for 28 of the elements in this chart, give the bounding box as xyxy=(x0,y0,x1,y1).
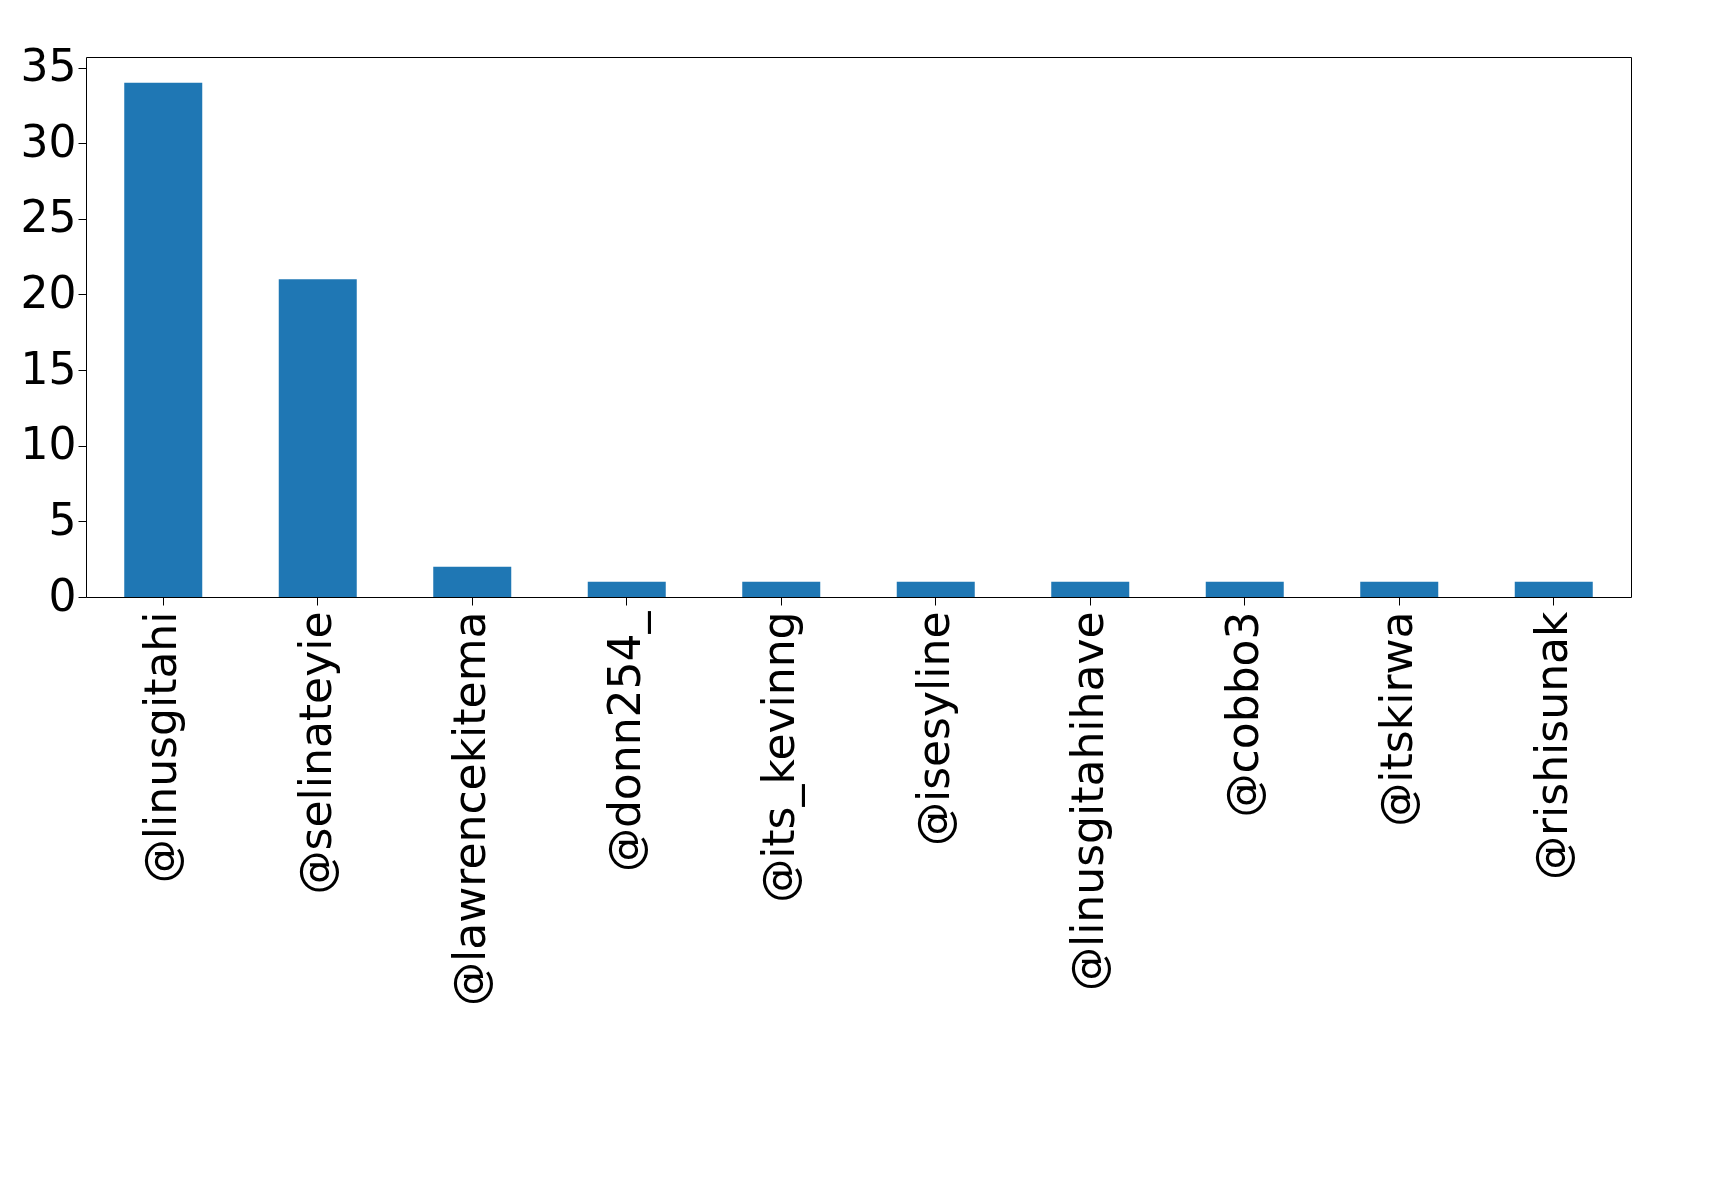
y-tick-label: 0 xyxy=(48,569,77,621)
bar xyxy=(1360,581,1439,597)
y-tick-label: 20 xyxy=(20,266,77,318)
bar xyxy=(1205,581,1284,597)
y-tick-label: 30 xyxy=(20,115,77,167)
y-tick-label: 5 xyxy=(48,493,77,545)
bar xyxy=(278,279,357,597)
x-tick-label: @linusgitahi xyxy=(135,611,187,884)
bar xyxy=(587,581,666,597)
x-tick-label: @itskirwa xyxy=(1371,611,1423,827)
y-tick-label: 25 xyxy=(20,191,77,243)
y-tick-label: 15 xyxy=(20,342,77,394)
bar xyxy=(742,581,821,597)
y-tick-label: 35 xyxy=(20,40,77,92)
bar xyxy=(124,82,203,597)
bar xyxy=(896,581,975,597)
x-tick-label: @rishisunak xyxy=(1525,610,1577,880)
x-tick-label: @its_kevinng xyxy=(753,611,806,903)
x-tick-label: @linusgitahihave xyxy=(1062,611,1114,992)
y-tick-label: 10 xyxy=(20,418,77,470)
x-tick-label: @isesyline xyxy=(907,611,959,847)
x-tick-label: @donn254_ xyxy=(598,610,651,873)
x-tick-label: @lawrencekitema xyxy=(444,611,496,1006)
x-tick-label: @cobbo3 xyxy=(1216,611,1268,818)
bar xyxy=(433,566,512,597)
bar xyxy=(1514,581,1593,597)
bar xyxy=(1051,581,1130,597)
x-tick-label: @selinateyie xyxy=(289,611,341,895)
